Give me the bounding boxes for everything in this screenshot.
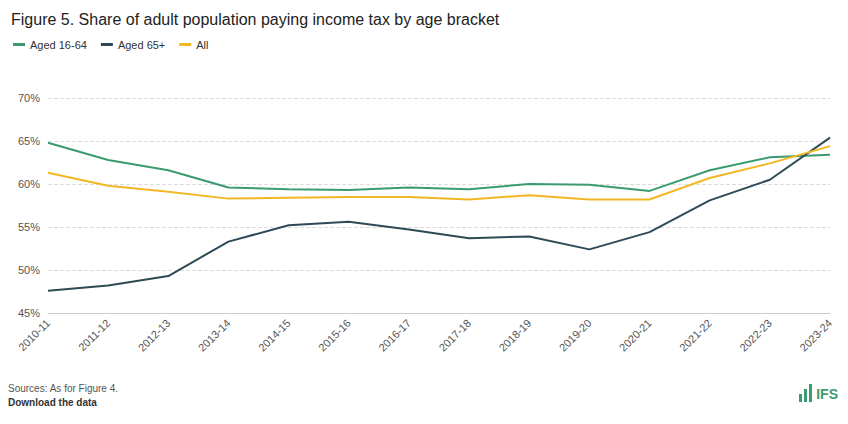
svg-text:2013-14: 2013-14 — [196, 317, 233, 354]
svg-text:IFS: IFS — [816, 386, 838, 402]
svg-text:70%: 70% — [18, 92, 40, 104]
svg-text:Aged 65+: Aged 65+ — [118, 39, 165, 51]
svg-text:2010-11: 2010-11 — [16, 317, 52, 353]
svg-text:50%: 50% — [18, 264, 40, 276]
svg-text:2020-21: 2020-21 — [617, 317, 654, 354]
svg-text:45%: 45% — [18, 307, 40, 319]
svg-text:2021-22: 2021-22 — [677, 317, 714, 354]
svg-text:2017-18: 2017-18 — [436, 317, 473, 354]
svg-text:Aged 16-64: Aged 16-64 — [30, 39, 87, 51]
svg-text:2018-19: 2018-19 — [496, 317, 533, 354]
svg-text:Figure 5. Share of adult popul: Figure 5. Share of adult population payi… — [11, 11, 500, 28]
svg-text:2023-24: 2023-24 — [797, 317, 834, 354]
svg-text:2014-15: 2014-15 — [256, 317, 293, 354]
svg-text:55%: 55% — [18, 221, 40, 233]
svg-text:60%: 60% — [18, 178, 40, 190]
svg-text:2011-12: 2011-12 — [76, 317, 112, 353]
svg-text:2016-17: 2016-17 — [376, 317, 413, 354]
svg-text:All: All — [196, 39, 208, 51]
svg-text:Sources: As for Figure 4.: Sources: As for Figure 4. — [8, 383, 118, 394]
svg-text:2022-23: 2022-23 — [737, 317, 774, 354]
svg-text:65%: 65% — [18, 135, 40, 147]
svg-text:2012-13: 2012-13 — [136, 317, 173, 354]
svg-text:Download the data: Download the data — [8, 397, 97, 408]
svg-text:2015-16: 2015-16 — [316, 317, 353, 354]
svg-text:2019-20: 2019-20 — [557, 317, 594, 354]
